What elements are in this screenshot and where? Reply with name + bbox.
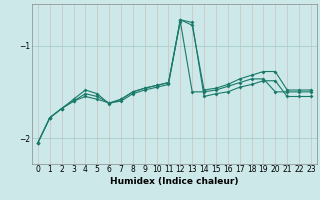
X-axis label: Humidex (Indice chaleur): Humidex (Indice chaleur) bbox=[110, 177, 239, 186]
